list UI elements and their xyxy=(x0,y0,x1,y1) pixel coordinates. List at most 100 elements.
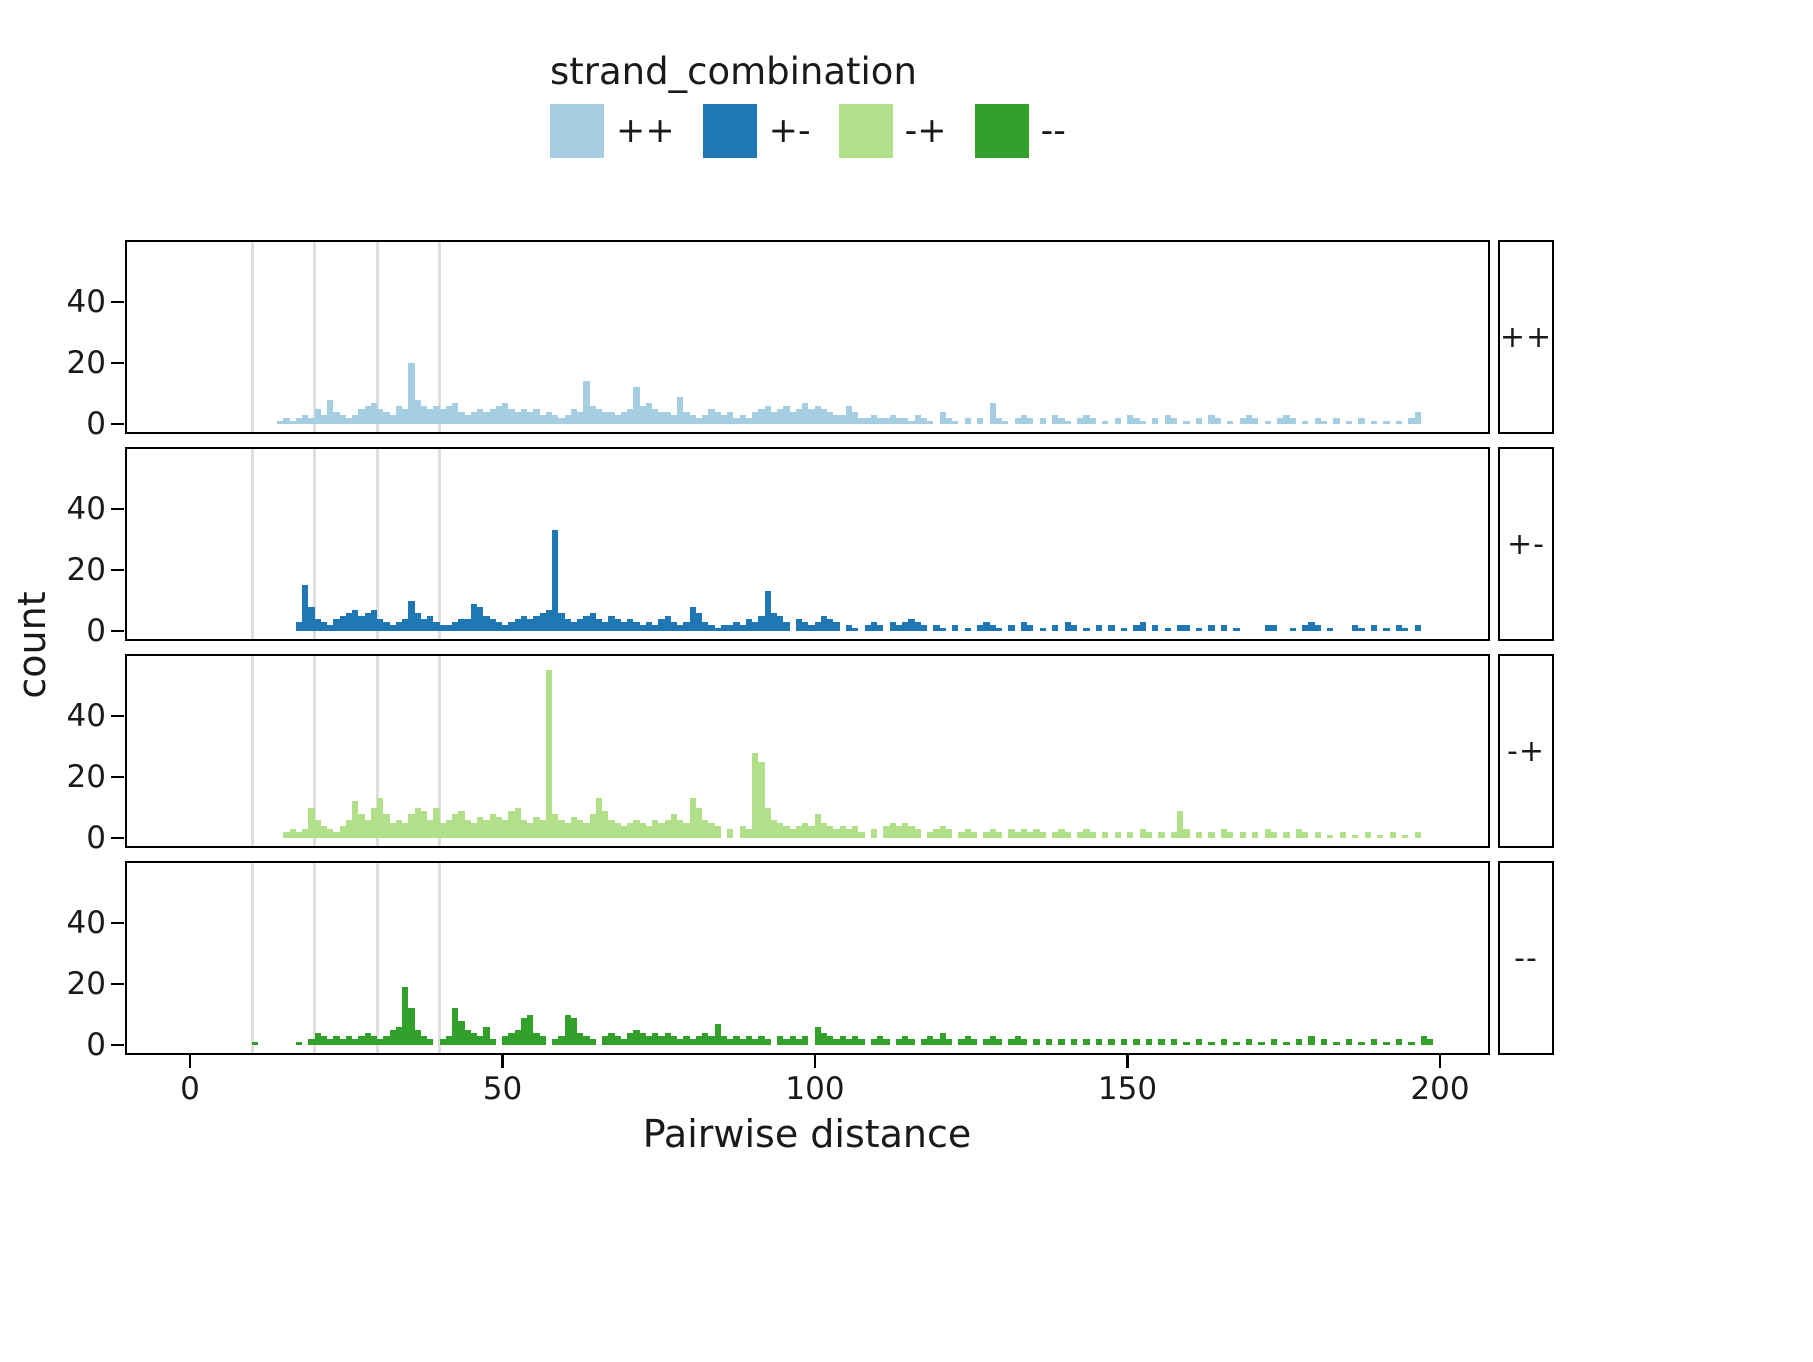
histogram-bar xyxy=(445,819,452,838)
histogram-bar xyxy=(764,405,771,424)
histogram-bar xyxy=(1239,831,1246,838)
histogram-bar xyxy=(295,621,302,631)
histogram-bar xyxy=(1302,420,1309,424)
histogram-bar xyxy=(1314,417,1321,424)
histogram-bar xyxy=(364,819,371,838)
histogram-bar xyxy=(333,1035,340,1045)
histogram-bar xyxy=(383,621,390,631)
histogram-bar xyxy=(1083,627,1090,631)
histogram-bar xyxy=(645,825,652,838)
histogram-bar xyxy=(1214,417,1221,424)
histogram-bar xyxy=(1289,627,1296,631)
histogram-bar xyxy=(1414,831,1421,838)
histogram-bar xyxy=(802,1035,809,1045)
histogram-bar xyxy=(652,408,659,424)
histogram-bar xyxy=(639,1032,646,1045)
histogram-bar xyxy=(283,831,290,838)
histogram-bar xyxy=(539,612,546,631)
histogram-bar xyxy=(964,828,971,838)
x-tick-mark xyxy=(188,1055,192,1068)
histogram-bar xyxy=(1358,627,1365,631)
histogram-bar xyxy=(770,411,777,424)
histogram-bar xyxy=(395,405,402,424)
histogram-bar xyxy=(995,831,1002,838)
histogram-bar xyxy=(489,1038,496,1045)
histogram-bar xyxy=(608,615,615,631)
histogram-bar xyxy=(295,1041,302,1045)
histogram-bar xyxy=(558,612,565,631)
histogram-bar xyxy=(670,621,677,631)
histogram-bar xyxy=(464,1029,471,1045)
histogram-bar xyxy=(752,621,759,631)
histogram-bar xyxy=(1227,831,1234,838)
histogram-bar xyxy=(745,618,752,631)
histogram-bar xyxy=(845,624,852,631)
histogram-bar xyxy=(420,810,427,838)
histogram-bar xyxy=(452,1008,459,1045)
histogram-bar xyxy=(695,417,702,424)
histogram-bar xyxy=(677,1038,684,1045)
histogram-bar xyxy=(970,1038,977,1045)
histogram-bar xyxy=(577,618,584,631)
histogram-bar xyxy=(345,417,352,424)
y-tick-label: 0 xyxy=(86,820,106,856)
histogram-bar xyxy=(314,408,321,424)
histogram-bar xyxy=(320,414,327,424)
y-tick-mark xyxy=(111,568,124,572)
histogram-bar xyxy=(633,819,640,838)
histogram-bar xyxy=(1239,417,1246,424)
histogram-bar xyxy=(1002,420,1009,424)
histogram-bar xyxy=(1177,810,1184,838)
histogram-bar xyxy=(1114,417,1121,424)
histogram-bar xyxy=(995,1038,1002,1045)
histogram-bar xyxy=(883,417,890,424)
legend-swatch xyxy=(838,104,893,158)
histogram-bar xyxy=(1108,1038,1115,1045)
histogram-bar xyxy=(758,1035,765,1045)
histogram-bar xyxy=(1077,831,1084,838)
histogram-bar xyxy=(839,1035,846,1045)
histogram-bar xyxy=(533,615,540,631)
y-tick-mark xyxy=(111,921,124,925)
histogram-bar xyxy=(527,411,534,424)
histogram-bar xyxy=(952,624,959,631)
histogram-bar xyxy=(389,414,396,424)
histogram-bar xyxy=(895,1038,902,1045)
histogram-bar xyxy=(364,1032,371,1045)
histogram-bar xyxy=(839,825,846,838)
legend-item---: -- xyxy=(974,104,1066,158)
histogram-bar xyxy=(1314,831,1321,838)
histogram-bar xyxy=(377,408,384,424)
histogram-bar xyxy=(1102,831,1109,838)
histogram-bar xyxy=(752,1038,759,1045)
histogram-bar xyxy=(795,408,802,424)
legend-swatch xyxy=(550,104,604,158)
histogram-bar xyxy=(1220,828,1227,838)
histogram-bar xyxy=(570,816,577,838)
histogram-bar xyxy=(1152,417,1159,424)
histogram-bar xyxy=(1233,627,1240,631)
histogram-bar xyxy=(602,411,609,424)
histogram-bar xyxy=(1408,417,1415,424)
histogram-bar xyxy=(345,819,352,838)
histogram-bar xyxy=(539,414,546,424)
histogram-bar xyxy=(402,618,409,631)
histogram-bar xyxy=(608,1032,615,1045)
histogram-bar xyxy=(939,627,946,631)
histogram-bar xyxy=(964,627,971,631)
histogram-bar xyxy=(389,624,396,631)
reference-gridline-x20 xyxy=(313,863,316,1053)
y-tick-label: 40 xyxy=(66,491,106,527)
histogram-bar xyxy=(383,1035,390,1045)
histogram-bar xyxy=(383,813,390,838)
histogram-bar xyxy=(414,399,421,424)
histogram-bar xyxy=(464,819,471,838)
facet-strip-label: +- xyxy=(1507,526,1545,562)
histogram-bar xyxy=(633,387,640,424)
histogram-bar xyxy=(877,1035,884,1045)
histogram-bar xyxy=(939,825,946,838)
reference-gridline-x10 xyxy=(250,242,254,432)
histogram-bar xyxy=(752,411,759,424)
histogram-bar xyxy=(1164,627,1171,631)
reference-gridline-x40 xyxy=(438,449,441,639)
